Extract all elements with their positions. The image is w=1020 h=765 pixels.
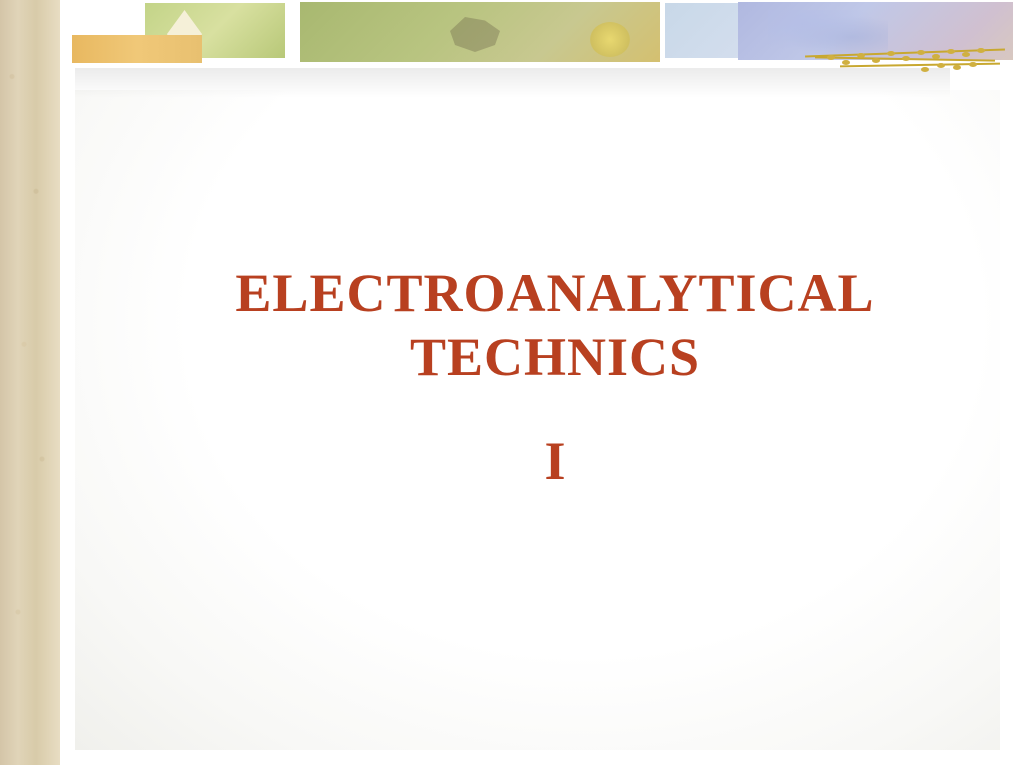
wheat-grain-icon (887, 51, 895, 56)
wheat-grain-icon (921, 67, 929, 72)
wheat-grain-icon (872, 58, 880, 63)
wheat-grain-icon (827, 55, 835, 60)
banner-segment-olive (300, 2, 660, 62)
title-line-2: TECHNICS (130, 326, 980, 388)
wheat-grain-icon (842, 60, 850, 65)
wheat-grain-icon (953, 65, 961, 70)
wheat-grain-icon (969, 62, 977, 67)
wheat-grain-icon (962, 52, 970, 57)
slide-title: ELECTROANALYTICAL TECHNICS I (130, 262, 980, 492)
title-line-3: I (130, 430, 980, 492)
top-decorative-banner (60, 0, 1020, 90)
left-texture-border (0, 0, 60, 765)
wheat-grain-icon (937, 63, 945, 68)
wheat-grain-icon (917, 50, 925, 55)
wheat-grain-icon (857, 53, 865, 58)
wheat-grain-icon (977, 48, 985, 53)
wheat-decoration (745, 40, 1005, 80)
slide-container: ELECTROANALYTICAL TECHNICS I (0, 0, 1020, 765)
title-line-1: ELECTROANALYTICAL (130, 262, 980, 324)
orange-accent-bar (72, 35, 202, 63)
wheat-grain-icon (947, 49, 955, 54)
wheat-grain-icon (932, 54, 940, 59)
wheat-grain-icon (902, 56, 910, 61)
